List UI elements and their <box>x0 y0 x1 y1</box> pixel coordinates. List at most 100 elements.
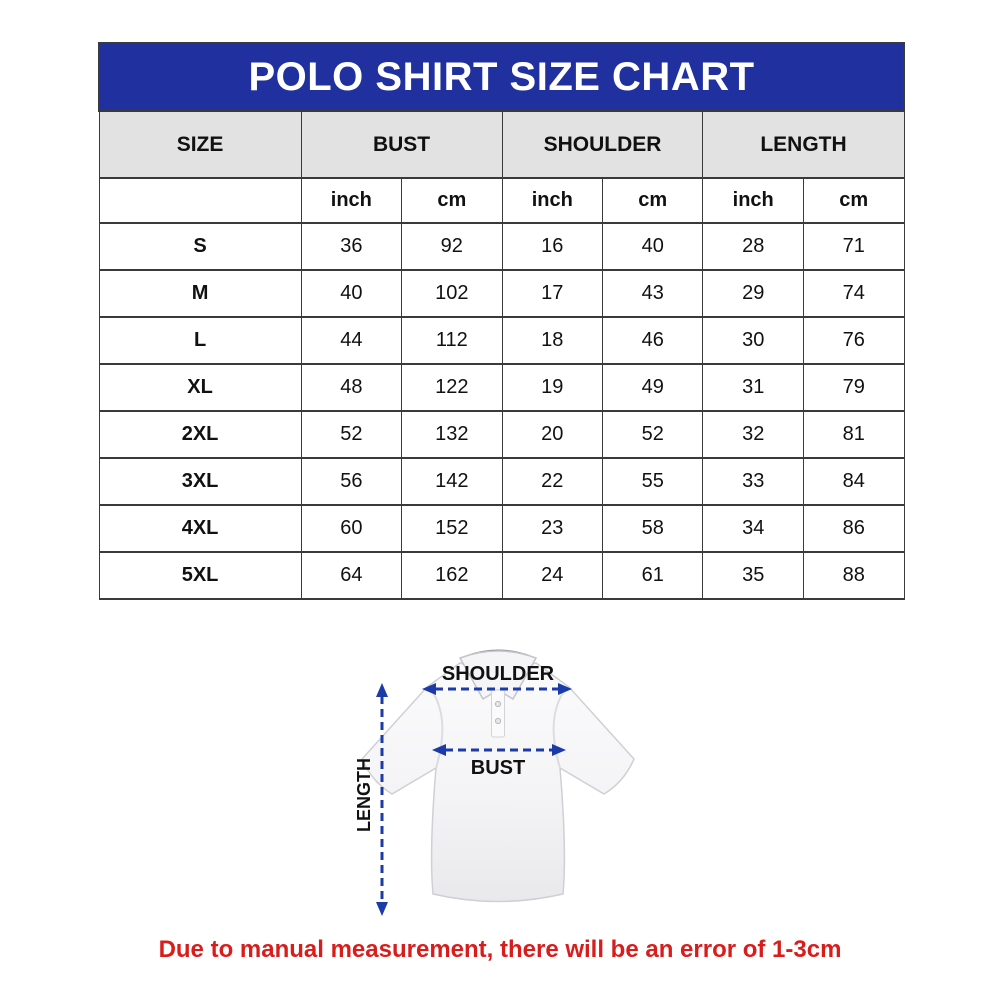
unit-header: inch <box>300 177 403 224</box>
value-cell: 122 <box>401 363 503 412</box>
value-cell: 58 <box>601 504 704 553</box>
shirt-placket <box>491 689 505 738</box>
value-cell: 40 <box>601 222 704 271</box>
value-cell: 33 <box>702 457 804 506</box>
column-header-shoulder: SHOULDER <box>501 110 704 179</box>
column-header-size: SIZE <box>98 110 302 179</box>
sleeve-seam-right <box>552 690 565 769</box>
bust-label: BUST <box>471 757 525 779</box>
value-cell: 31 <box>702 363 804 412</box>
unit-header: cm <box>802 177 905 224</box>
table-row: S 36 92 16 40 28 71 <box>98 222 905 271</box>
value-cell: 32 <box>702 410 804 459</box>
shirt-button <box>494 700 502 708</box>
size-cell: 4XL <box>98 504 302 553</box>
value-cell: 36 <box>300 222 403 271</box>
size-cell: L <box>98 316 302 365</box>
value-cell: 48 <box>300 363 403 412</box>
value-cell: 81 <box>802 410 905 459</box>
unit-header: inch <box>702 177 804 224</box>
value-cell: 44 <box>300 316 403 365</box>
chart-title-row: POLO SHIRT SIZE CHART <box>98 42 905 112</box>
value-cell: 43 <box>601 269 704 318</box>
value-cell: 55 <box>601 457 704 506</box>
value-cell: 35 <box>702 551 804 600</box>
size-cell: XL <box>98 363 302 412</box>
shoulder-arrowhead-left <box>422 683 436 695</box>
table-row: 4XL 60 152 23 58 34 86 <box>98 504 905 553</box>
shoulder-label: SHOULDER <box>442 663 555 685</box>
length-label: LENGTH <box>354 758 374 832</box>
value-cell: 152 <box>401 504 503 553</box>
value-cell: 112 <box>401 316 503 365</box>
shoulder-arrowhead-right <box>558 683 572 695</box>
value-cell: 46 <box>601 316 704 365</box>
table-row: M 40 102 17 43 29 74 <box>98 269 905 318</box>
column-header-bust: BUST <box>300 110 503 179</box>
value-cell: 16 <box>501 222 604 271</box>
size-cell: M <box>98 269 302 318</box>
value-cell: 24 <box>501 551 604 600</box>
table-row: L 44 112 18 46 30 76 <box>98 316 905 365</box>
unit-header: cm <box>601 177 704 224</box>
unit-header-empty <box>98 177 302 224</box>
value-cell: 34 <box>702 504 804 553</box>
value-cell: 88 <box>802 551 905 600</box>
size-cell: 3XL <box>98 457 302 506</box>
value-cell: 61 <box>601 551 704 600</box>
bust-arrowhead-left <box>432 744 446 756</box>
value-cell: 22 <box>501 457 604 506</box>
value-cell: 56 <box>300 457 403 506</box>
value-cell: 18 <box>501 316 604 365</box>
value-cell: 23 <box>501 504 604 553</box>
size-cell: 5XL <box>98 551 302 600</box>
table-row: XL 48 122 19 49 31 79 <box>98 363 905 412</box>
value-cell: 92 <box>401 222 503 271</box>
size-cell: S <box>98 222 302 271</box>
table-row: 5XL 64 162 24 61 35 88 <box>98 551 905 600</box>
polo-shirt-illustration: SHOULDER BUST LENGTH <box>354 649 635 916</box>
length-arrowhead-top <box>376 683 388 697</box>
length-arrowhead-bottom <box>376 902 388 916</box>
unit-header: inch <box>501 177 604 224</box>
value-cell: 40 <box>300 269 403 318</box>
shirt-body <box>361 662 635 903</box>
value-cell: 74 <box>802 269 905 318</box>
unit-header-row: inch cm inch cm inch cm <box>98 177 905 224</box>
value-cell: 132 <box>401 410 503 459</box>
value-cell: 142 <box>401 457 503 506</box>
shirt-collar <box>458 650 538 701</box>
value-cell: 79 <box>802 363 905 412</box>
table-row: 2XL 52 132 20 52 32 81 <box>98 410 905 459</box>
table-row: 3XL 56 142 22 55 33 84 <box>98 457 905 506</box>
value-cell: 86 <box>802 504 905 553</box>
value-cell: 162 <box>401 551 503 600</box>
unit-header: cm <box>401 177 503 224</box>
size-chart-box: POLO SHIRT SIZE CHART SIZE BUST SHOULDER… <box>98 42 905 600</box>
measurement-disclaimer: Due to manual measurement, there will be… <box>158 936 842 963</box>
sleeve-seam-left <box>431 690 444 769</box>
value-cell: 30 <box>702 316 804 365</box>
value-cell: 19 <box>501 363 604 412</box>
chart-title: POLO SHIRT SIZE CHART <box>98 42 905 112</box>
column-header-row: SIZE BUST SHOULDER LENGTH <box>98 110 905 179</box>
value-cell: 76 <box>802 316 905 365</box>
value-cell: 29 <box>702 269 804 318</box>
value-cell: 20 <box>501 410 604 459</box>
value-cell: 84 <box>802 457 905 506</box>
value-cell: 102 <box>401 269 503 318</box>
value-cell: 52 <box>300 410 403 459</box>
value-cell: 17 <box>501 269 604 318</box>
column-header-length: LENGTH <box>702 110 905 179</box>
shirt-button <box>494 717 502 725</box>
size-cell: 2XL <box>98 410 302 459</box>
value-cell: 60 <box>300 504 403 553</box>
measurement-diagram: SHOULDER BUST LENGTH <box>348 641 652 941</box>
value-cell: 52 <box>601 410 704 459</box>
bust-arrowhead-right <box>552 744 566 756</box>
value-cell: 64 <box>300 551 403 600</box>
value-cell: 71 <box>802 222 905 271</box>
value-cell: 28 <box>702 222 804 271</box>
size-table: POLO SHIRT SIZE CHART SIZE BUST SHOULDER… <box>98 42 905 600</box>
